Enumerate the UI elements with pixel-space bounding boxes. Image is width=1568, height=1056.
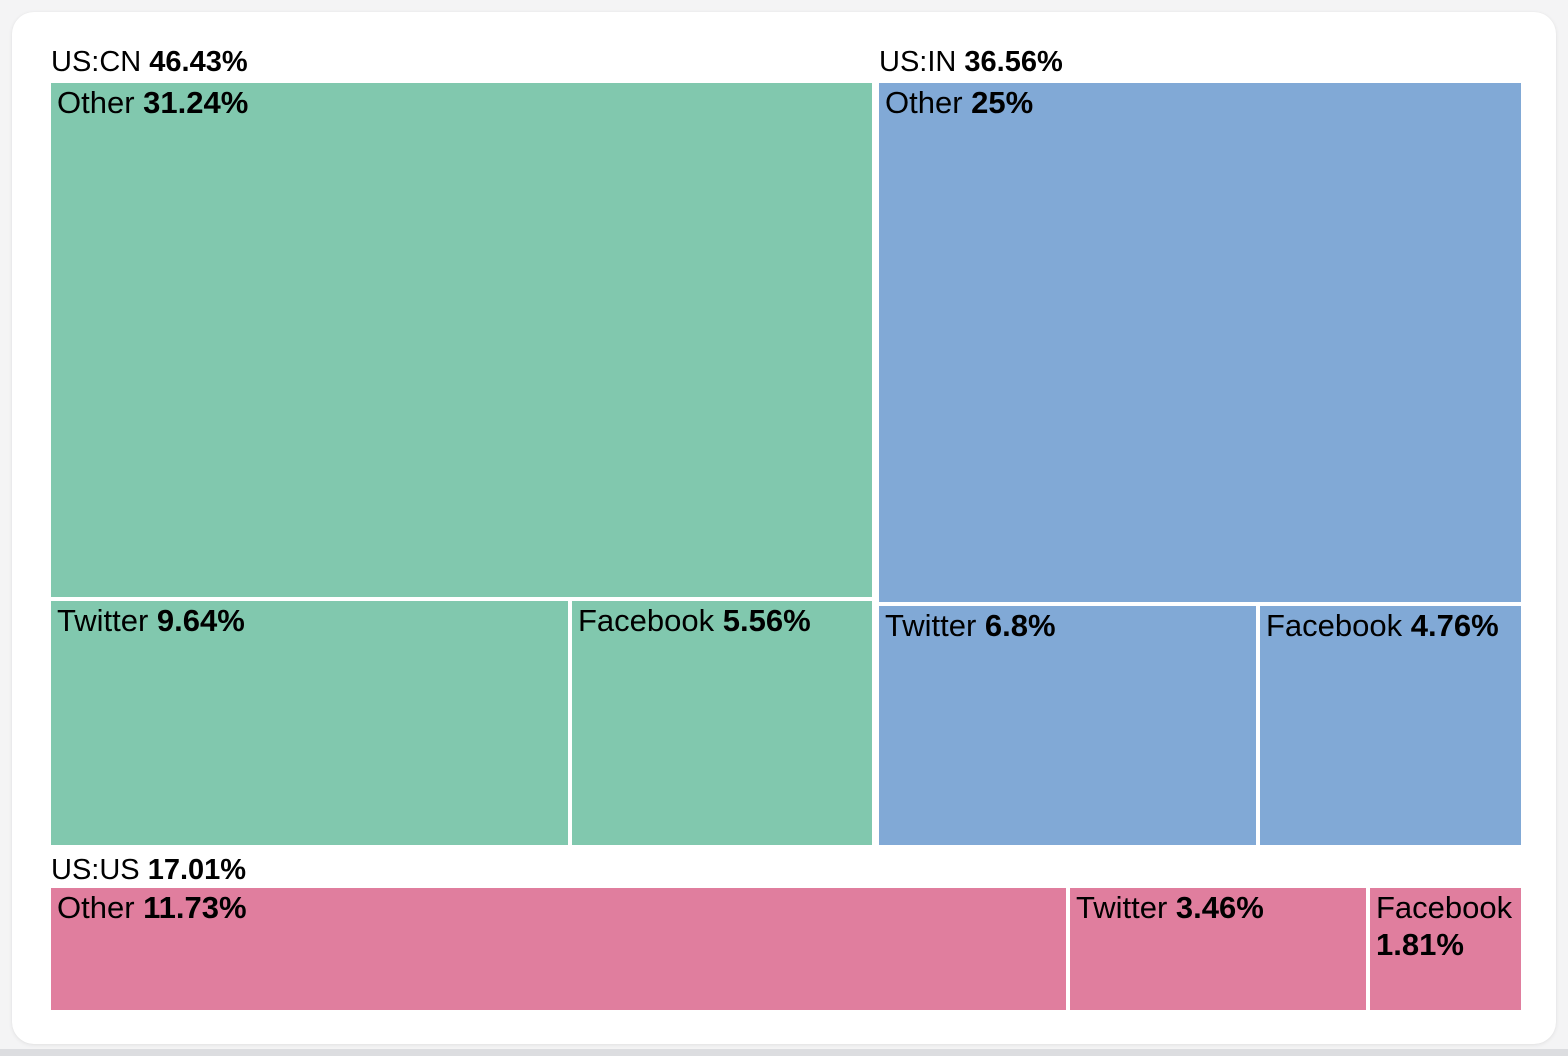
cell-percent: 1.81%	[1376, 926, 1464, 962]
treemap-cell-usus-other[interactable]: Other 11.73%	[51, 888, 1066, 1010]
group-header-us-cn: US:CN 46.43%	[51, 44, 248, 80]
cell-name: Other	[57, 85, 135, 120]
group-header-us-in: US:IN 36.56%	[879, 44, 1063, 80]
treemap-cell-usin-other[interactable]: Other 25%	[879, 83, 1521, 602]
group-header-us-us: US:US 17.01%	[51, 852, 246, 888]
group-name: US:CN	[51, 46, 142, 78]
cell-percent: 6.8%	[984, 608, 1056, 643]
cell-percent: 9.64%	[156, 603, 245, 638]
cell-percent: 25%	[971, 85, 1034, 120]
cell-percent: 31.24%	[143, 85, 249, 120]
treemap-cell-usin-facebook[interactable]: Facebook 4.76%	[1260, 606, 1521, 845]
group-percent: 36.56%	[964, 46, 1063, 78]
cell-percent: 4.76%	[1410, 608, 1499, 643]
cell-percent: 11.73%	[143, 890, 247, 925]
group-percent: 17.01%	[147, 854, 247, 886]
treemap-cell-usus-facebook[interactable]: Facebook 1.81%	[1370, 888, 1521, 1010]
treemap-cell-uscn-facebook[interactable]: Facebook 5.56%	[572, 601, 872, 845]
treemap-cell-usin-twitter[interactable]: Twitter 6.8%	[879, 606, 1256, 845]
bottom-strip	[0, 1049, 1568, 1056]
cell-name: Twitter	[57, 603, 149, 638]
group-name: US:US	[51, 854, 140, 886]
cell-percent: 3.46%	[1175, 890, 1264, 925]
cell-name: Twitter	[1076, 890, 1168, 925]
treemap-cell-uscn-other[interactable]: Other 31.24%	[51, 83, 872, 597]
cell-name: Other	[885, 85, 963, 120]
cell-name: Facebook	[1376, 890, 1513, 925]
treemap-cell-usus-twitter[interactable]: Twitter 3.46%	[1070, 888, 1366, 1010]
cell-name: Twitter	[885, 608, 977, 643]
cell-name: Facebook	[1266, 608, 1403, 643]
group-percent: 46.43%	[149, 46, 248, 78]
treemap-card: US:CN 46.43% Other 31.24% Twitter 9.64% …	[12, 12, 1556, 1044]
group-name: US:IN	[879, 46, 957, 78]
cell-name: Facebook	[578, 603, 715, 638]
cell-percent: 5.56%	[722, 603, 811, 638]
treemap-cell-uscn-twitter[interactable]: Twitter 9.64%	[51, 601, 568, 845]
cell-name: Other	[57, 890, 135, 925]
